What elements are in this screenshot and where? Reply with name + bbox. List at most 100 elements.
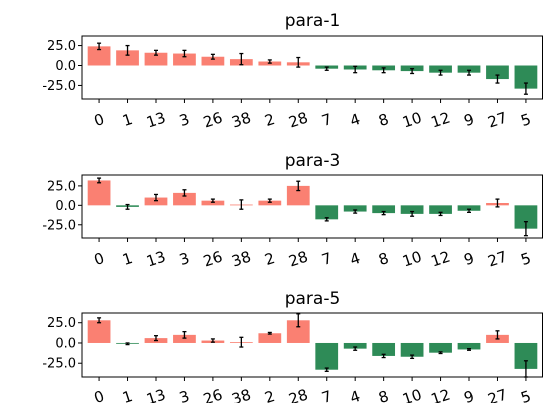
bar-26 — [201, 56, 225, 66]
error-bar-2 — [267, 198, 272, 203]
error-bar-27 — [495, 74, 500, 84]
error-bar-4 — [353, 65, 358, 74]
bar-7 — [315, 205, 339, 220]
bar-12 — [429, 342, 452, 353]
bar-0 — [87, 46, 111, 66]
error-bar-4 — [353, 346, 358, 351]
bar-26 — [201, 200, 225, 206]
xtick-label: 1 — [120, 249, 135, 269]
ytick-label: 25.0 — [47, 316, 76, 331]
xtick-label: 4 — [348, 387, 363, 403]
bar-4 — [343, 205, 367, 212]
bar-13 — [144, 197, 168, 206]
bar-28 — [286, 320, 310, 343]
xtick-label: 10 — [400, 385, 424, 403]
error-bar-7 — [324, 217, 329, 222]
error-bar-7 — [324, 66, 329, 71]
bar-0 — [87, 180, 111, 206]
xtick-label: 4 — [348, 110, 363, 130]
error-bar-28 — [296, 56, 301, 68]
ytick-label: -25.0 — [42, 357, 76, 372]
xtick-label: 1 — [120, 387, 135, 403]
error-bar-38 — [239, 199, 244, 210]
error-bar-27 — [495, 198, 500, 208]
error-bar-38 — [239, 52, 244, 66]
xtick-label: 5 — [519, 110, 534, 130]
panel-1: para-1 25.0 0.0 -25.0 0 1 13 3 26 38 2 28 7 4 8 10 12 9 27… — [42, 11, 543, 132]
xtick-label: 0 — [92, 249, 107, 269]
xtick-label: 0 — [92, 110, 107, 130]
bar-12 — [429, 65, 452, 73]
xtick-label: 13 — [144, 108, 168, 131]
xtick-label: 12 — [429, 385, 453, 403]
xtick-label: 5 — [519, 249, 534, 269]
bar-10 — [400, 342, 424, 357]
xtick-label: 26 — [201, 385, 225, 403]
error-bar-1 — [125, 44, 130, 56]
bar-5 — [514, 205, 538, 229]
xtick-label: 3 — [177, 110, 192, 130]
error-bar-0 — [97, 177, 102, 184]
panel-title: para-3 — [285, 151, 341, 171]
error-bar-12 — [438, 351, 443, 355]
error-bar-5 — [523, 82, 528, 95]
bar-2 — [258, 200, 282, 206]
xtick-label: 1 — [120, 110, 135, 130]
error-bar-26 — [210, 338, 215, 343]
xtick-label: 10 — [400, 108, 424, 131]
error-bar-8 — [381, 67, 386, 74]
bar-1 — [116, 50, 139, 66]
error-bar-8 — [381, 353, 386, 359]
xtick-label: 5 — [519, 387, 534, 403]
error-bar-9 — [467, 208, 472, 213]
error-bar-7 — [324, 367, 329, 372]
panel-title: para-1 — [285, 11, 341, 31]
error-bar-13 — [153, 335, 158, 342]
bar-10 — [400, 205, 424, 214]
error-bar-3 — [182, 189, 187, 197]
xtick-label: 28 — [286, 108, 310, 131]
xtick-label: 27 — [486, 108, 510, 131]
panel-title: para-5 — [285, 289, 341, 309]
bar-0 — [87, 320, 111, 343]
bar-4 — [343, 342, 367, 349]
xtick-label: 8 — [376, 249, 391, 269]
bar-9 — [457, 205, 481, 211]
xtick-label: 26 — [201, 108, 225, 131]
error-bar-3 — [182, 49, 187, 58]
xtick-label: 0 — [92, 387, 107, 403]
error-bar-26 — [210, 53, 215, 60]
error-bar-27 — [495, 330, 500, 340]
xtick-label: 8 — [376, 387, 391, 403]
xtick-label: 10 — [400, 247, 424, 270]
error-bar-3 — [182, 330, 187, 339]
bar-5 — [514, 342, 538, 369]
xtick-label: 3 — [177, 249, 192, 269]
error-bar-26 — [210, 198, 215, 203]
error-bar-9 — [467, 347, 472, 351]
xtick-label: 38 — [229, 247, 253, 270]
error-bar-8 — [381, 210, 386, 216]
panel-2: para-3 25.0 0.0 -25.0 0 1 13 3 26 38 2 28 7 4 8 10 12 9 27… — [42, 151, 543, 271]
error-bar-13 — [153, 193, 158, 202]
error-bar-12 — [438, 211, 443, 217]
bar-9 — [457, 342, 481, 350]
error-bar-10 — [410, 210, 415, 217]
xtick-label: 3 — [177, 387, 192, 403]
error-bar-0 — [97, 317, 102, 324]
xtick-label: 2 — [262, 387, 277, 403]
error-bar-4 — [353, 209, 358, 214]
bar-3 — [173, 53, 196, 66]
bar-5 — [514, 65, 538, 89]
panel-3: para-5 25.0 0.0 -25.0 0 1 13 3 26 38 2 28 7 4 8 10 12 9 27… — [42, 289, 543, 403]
xtick-label: 4 — [348, 249, 363, 269]
error-bar-13 — [153, 49, 158, 56]
bar-13 — [144, 52, 168, 66]
error-bar-5 — [523, 221, 528, 237]
xtick-label: 9 — [462, 110, 477, 130]
bar-9 — [457, 65, 481, 73]
xtick-label: 2 — [262, 249, 277, 269]
ytick-label: -25.0 — [42, 79, 76, 94]
bar-12 — [429, 205, 452, 214]
